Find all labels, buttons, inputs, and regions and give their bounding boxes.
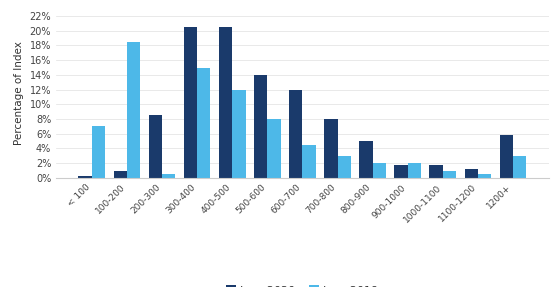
Bar	[232, 90, 245, 178]
Bar	[478, 174, 491, 178]
Bar	[394, 165, 408, 178]
Bar	[197, 67, 211, 178]
Bar	[92, 126, 105, 178]
Bar	[184, 27, 197, 178]
Bar	[465, 169, 478, 178]
Bar	[148, 115, 162, 178]
Bar	[408, 163, 421, 178]
Bar	[338, 156, 351, 178]
Bar	[302, 145, 316, 178]
Y-axis label: Percentage of Index: Percentage of Index	[14, 41, 24, 145]
Bar	[430, 165, 443, 178]
Bar	[127, 42, 140, 178]
Bar	[78, 177, 92, 178]
Bar	[219, 27, 232, 178]
Bar	[114, 170, 127, 178]
Bar	[162, 174, 175, 178]
Bar	[289, 90, 302, 178]
Bar	[513, 156, 526, 178]
Bar	[267, 119, 281, 178]
Bar	[372, 163, 386, 178]
Bar	[324, 119, 338, 178]
Bar	[443, 170, 456, 178]
Bar	[254, 75, 267, 178]
Legend: June 2020, June 2019: June 2020, June 2019	[222, 282, 383, 287]
Bar	[500, 135, 513, 178]
Bar	[360, 141, 372, 178]
